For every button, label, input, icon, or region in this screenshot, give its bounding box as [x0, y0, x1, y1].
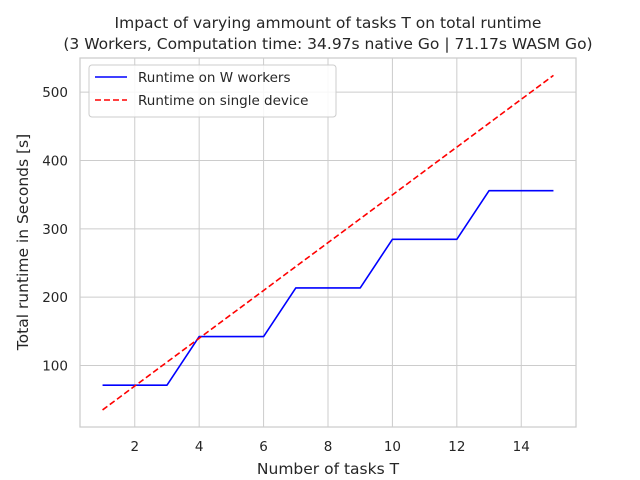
x-tick-label: 6	[259, 439, 268, 455]
plot-frame	[79, 57, 577, 428]
y-axis-label: Total runtime in Seconds [s]	[14, 134, 32, 351]
legend-label-workers: Runtime on W workers	[138, 70, 291, 86]
y-tick-label: 400	[42, 154, 68, 170]
x-tick-label: 14	[513, 439, 530, 455]
y-tick-label: 200	[42, 290, 68, 306]
y-tick-labels: 100 200 300 400 500	[42, 85, 68, 374]
x-tick-labels: 2 4 6 8 10 12 14	[130, 439, 529, 455]
chart-title: Impact of varying ammount of tasks T on …	[115, 14, 542, 32]
y-tick-label: 300	[42, 222, 68, 238]
x-tick-label: 2	[130, 439, 139, 455]
x-tick-label: 4	[195, 439, 204, 455]
x-tick-label: 8	[324, 439, 333, 455]
chart-subtitle: (3 Workers, Computation time: 34.97s nat…	[63, 35, 592, 53]
legend-box	[88, 64, 337, 118]
y-tick-label: 500	[42, 85, 68, 101]
series-line-workers	[102, 189, 554, 387]
x-axis-label: Number of tasks T	[257, 460, 400, 478]
series-line-single-device	[102, 74, 554, 411]
y-tick-label: 100	[42, 359, 68, 375]
x-tick-label: 10	[384, 439, 401, 455]
legend: Runtime on W workers Runtime on single d…	[88, 64, 337, 118]
series-layer	[102, 74, 554, 411]
legend-label-single: Runtime on single device	[138, 93, 308, 109]
x-tick-label: 12	[448, 439, 465, 455]
